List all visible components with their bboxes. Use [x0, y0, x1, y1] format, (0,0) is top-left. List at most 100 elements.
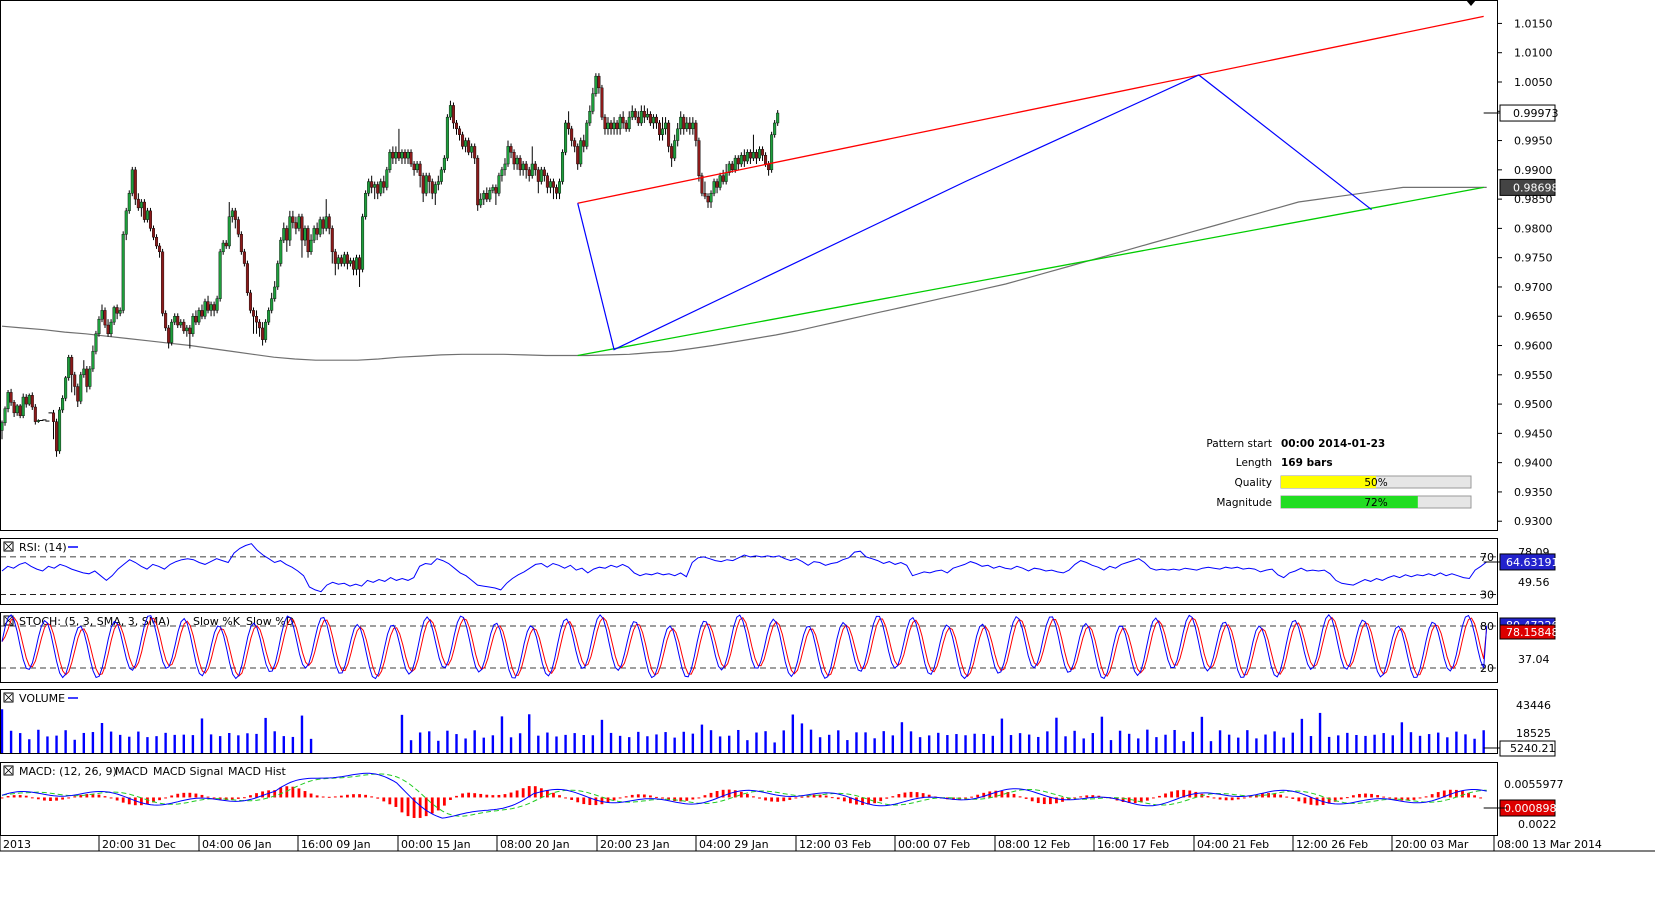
volume-bar — [1073, 730, 1076, 753]
candle-body — [458, 128, 462, 135]
volume-bar — [1218, 730, 1222, 753]
macd-hist-bar — [1230, 797, 1234, 801]
candle-body — [127, 193, 131, 212]
volume-bar — [1027, 734, 1031, 753]
candle-body — [194, 316, 198, 323]
volume-bar — [1273, 731, 1276, 753]
panel-frame — [0, 612, 1498, 683]
macd-hist-bar — [1406, 797, 1410, 801]
candle-body — [467, 140, 471, 153]
volume-bar — [409, 740, 413, 753]
volume-bar — [1009, 735, 1013, 753]
macd-hist-bar — [400, 797, 404, 813]
volume-bar — [864, 732, 867, 753]
macd-hist-bar — [1418, 797, 1422, 799]
macd-hist-bar — [212, 797, 216, 799]
price-tick-label: 0.9850 — [1514, 193, 1553, 206]
macd-hist-bar — [830, 797, 834, 799]
macd-hist-bar — [1018, 796, 1022, 798]
volume-bar — [109, 731, 113, 753]
volume-bar — [1327, 736, 1331, 753]
stoch-d-legend: Slow %D — [246, 615, 294, 628]
volume-bar — [846, 740, 849, 753]
candle-body — [415, 163, 419, 171]
macd-hist-bar — [770, 797, 774, 802]
rsi-level-label: 30 — [1480, 589, 1494, 602]
candle-body — [421, 175, 425, 194]
macd-hist-bar — [709, 792, 713, 798]
volume-bar — [282, 736, 285, 753]
candle-body — [730, 163, 734, 171]
candle-body — [667, 122, 671, 147]
candle-body — [0, 422, 4, 431]
candle-body — [358, 257, 362, 270]
macd-hist-bar — [1073, 797, 1077, 799]
macd-hist-bar — [1455, 789, 1458, 798]
macd-hist-bar — [6, 795, 10, 798]
time-tick-label: 16:00 09 Jan — [301, 838, 371, 851]
volume-bar — [1264, 734, 1267, 753]
volume-bar — [555, 736, 558, 753]
candle-body — [97, 318, 101, 335]
macd-hist-bar — [430, 797, 434, 814]
candle-body — [476, 157, 480, 206]
macd-hist-bar — [412, 797, 416, 818]
candle-body — [761, 149, 765, 156]
macd-hist-bar — [309, 793, 313, 798]
volume-bar — [1291, 732, 1294, 753]
macd-hist-bar — [1467, 792, 1470, 798]
candle-body — [651, 116, 655, 124]
volume-bar — [1000, 718, 1004, 753]
candle-body — [679, 116, 683, 130]
candle-body — [21, 396, 25, 417]
macd-hist-bar — [364, 794, 367, 798]
volume-bar — [473, 730, 476, 753]
macd-hist-bar — [927, 794, 931, 798]
macd-hist-bar — [606, 797, 610, 803]
macd-hist-bar — [158, 797, 161, 801]
candle-body — [276, 263, 280, 288]
macd-hist-bar — [1042, 797, 1046, 805]
macd-hist-bar — [97, 794, 101, 798]
candle-body — [579, 140, 583, 165]
candle-body — [648, 113, 652, 124]
candle-body — [79, 374, 83, 402]
macd-hist-bar — [1442, 790, 1446, 798]
volume-bar — [973, 733, 976, 753]
magnitude-label: Magnitude — [1216, 497, 1272, 509]
candle-body — [461, 134, 465, 147]
candle-body — [373, 184, 377, 188]
volume-bar — [964, 735, 967, 753]
macd-hist-bar — [0, 797, 4, 799]
macd-hist-bar — [1436, 792, 1440, 798]
volume-bar — [537, 735, 540, 753]
price-tick-label: 0.9550 — [1514, 369, 1553, 382]
volume-bar — [773, 742, 776, 753]
candle-body — [427, 175, 431, 182]
candle-body — [585, 122, 589, 147]
panel-frame — [0, 689, 1498, 754]
moving-average — [1, 186, 1487, 361]
candle-body — [106, 324, 110, 335]
candle-body — [739, 154, 743, 165]
candle-body — [176, 316, 180, 326]
macd-hist-bar — [79, 794, 83, 798]
volume-bar — [1191, 731, 1194, 753]
macd-hist-bar — [485, 794, 489, 798]
macd-hist-bar — [449, 797, 452, 800]
candle-body — [212, 304, 216, 311]
candle-body — [355, 257, 359, 270]
macd-hist-bar — [697, 797, 701, 799]
candle-body — [691, 122, 695, 130]
volume-bar — [500, 716, 504, 753]
current-price-box — [1499, 104, 1556, 122]
time-tick-label: 08:00 12 Feb — [998, 838, 1070, 851]
volume-bar — [546, 732, 549, 753]
volume-bar — [1182, 741, 1185, 753]
volume-bar — [991, 735, 995, 753]
candle-body — [776, 112, 780, 124]
macd-hist-bar — [261, 791, 264, 798]
current-price-label: 0.99973 — [1513, 107, 1559, 120]
time-axis: 2013 20:00 31 Dec 04:00 06 Jan 16:00 09 Jan… — [0, 835, 1602, 851]
macd-hist-bar — [715, 791, 719, 798]
